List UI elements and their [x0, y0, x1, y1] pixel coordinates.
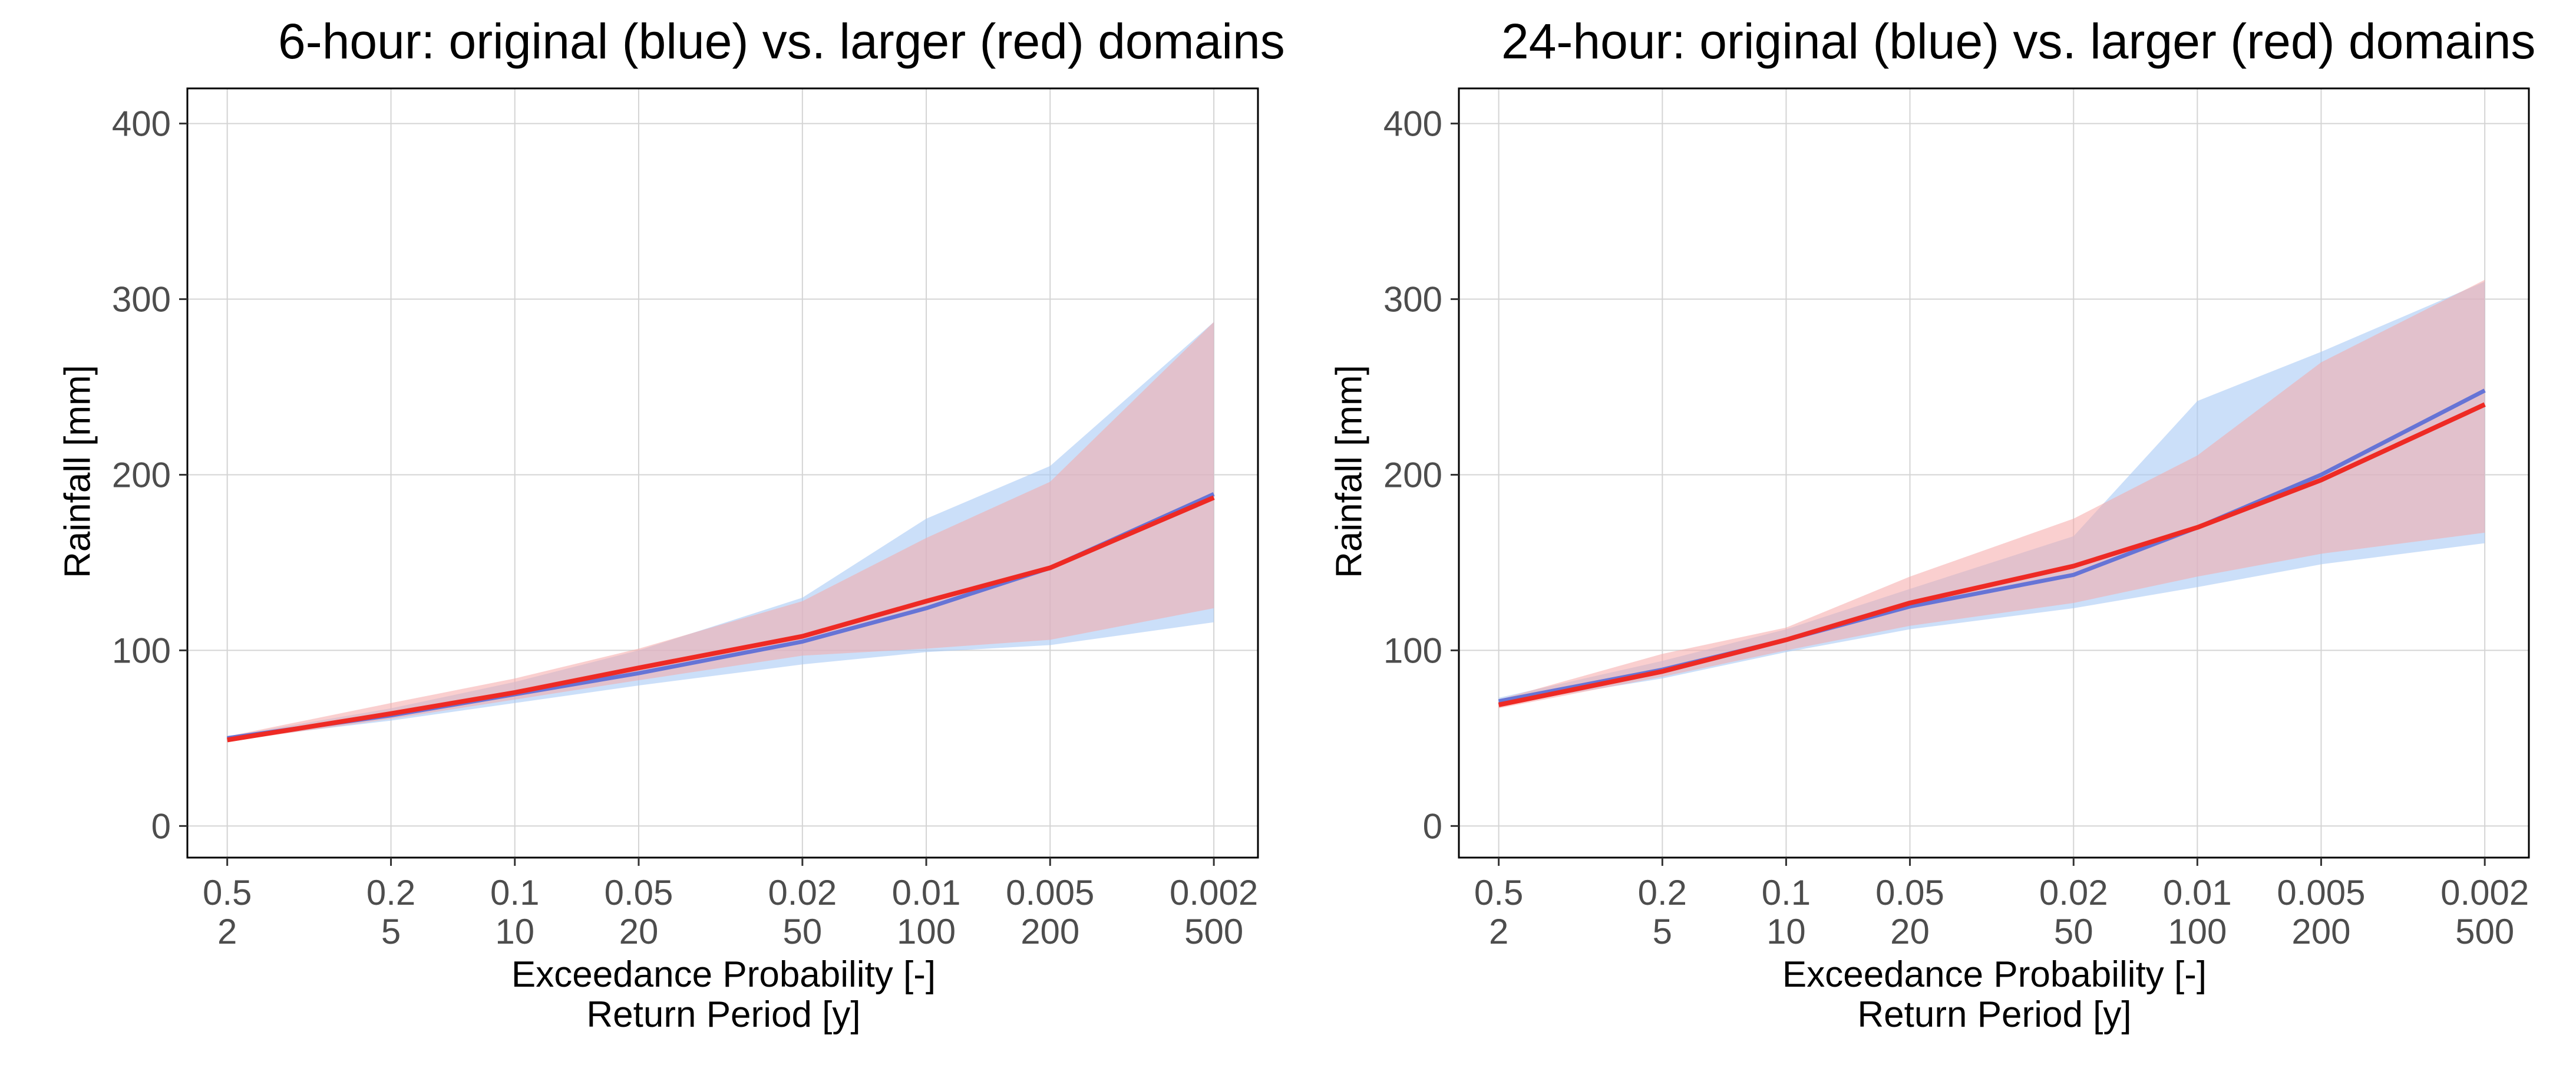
x-tick-label-return-period: 20 [619, 912, 659, 951]
x-tick-label-probability: 0.2 [366, 873, 415, 912]
y-axis-label: Rainfall [mm] [57, 365, 98, 578]
x-tick-label-probability: 0.005 [2277, 873, 2365, 912]
x-tick-label-probability: 0.002 [2440, 873, 2529, 912]
x-tick-label-return-period: 500 [1184, 912, 1243, 951]
x-axis-label-return-period: Return Period [y] [586, 994, 861, 1035]
y-tick-label: 300 [112, 280, 171, 319]
x-tick-label-probability: 0.01 [892, 873, 961, 912]
chart-title: 6-hour: original (blue) vs. larger (red)… [278, 14, 1285, 69]
x-axis-label-return-period: Return Period [y] [1857, 994, 2132, 1035]
y-tick-label: 400 [1383, 104, 1442, 144]
y-tick-label: 0 [151, 806, 171, 846]
chart-panel-24hour: 0 100 200 300 400 0.5 2 0.2 5 0.1 10 0.05 20 0.02 50 0.… [1288, 0, 2576, 1091]
x-tick-label-return-period: 20 [1890, 912, 1930, 951]
y-tick-label: 100 [1383, 631, 1442, 670]
x-axis-label-probability: Exceedance Probability [-] [1782, 954, 2207, 995]
y-tick-label: 200 [1383, 455, 1442, 495]
chart-panel-6hour: 0 100 200 300 400 0.5 2 0.2 5 0.1 10 0.05 20 0.02 50 0.… [57, 14, 1285, 1035]
x-tick-label-return-period: 200 [2291, 912, 2350, 951]
y-tick-label: 200 [112, 455, 171, 495]
x-tick-label-probability: 0.01 [2163, 873, 2232, 912]
y-tick-label: 0 [1423, 806, 1442, 846]
x-tick-label-return-period: 10 [495, 912, 534, 951]
x-tick-label-probability: 0.005 [1006, 873, 1094, 912]
x-tick-label-probability: 0.5 [1474, 873, 1523, 912]
red-uncertainty-band [227, 322, 1214, 742]
y-tick-label: 100 [112, 631, 171, 670]
x-tick-label-return-period: 200 [1021, 912, 1079, 951]
x-tick-label-probability: 0.05 [1875, 873, 1944, 912]
x-axis-label-probability: Exceedance Probability [-] [511, 954, 936, 995]
x-tick-label-return-period: 2 [1489, 912, 1508, 951]
x-tick-label-probability: 0.1 [490, 873, 539, 912]
y-axis-label: Rainfall [mm] [1329, 365, 1370, 578]
x-tick-label-probability: 0.5 [203, 873, 252, 912]
y-tick-label: 300 [1383, 280, 1442, 319]
red-series-line [1498, 402, 2486, 707]
x-tick-label-return-period: 2 [217, 912, 237, 951]
x-tick-label-return-period: 500 [2455, 912, 2514, 951]
y-tick-label: 400 [112, 104, 171, 144]
x-tick-label-return-period: 100 [897, 912, 956, 951]
plot-frame [186, 87, 1259, 859]
red-series-line [227, 495, 1215, 743]
x-tick-label-return-period: 5 [381, 912, 401, 951]
x-tick-label-return-period: 10 [1766, 912, 1806, 951]
x-tick-label-return-period: 5 [1653, 912, 1672, 951]
x-tick-label-probability: 0.02 [2039, 873, 2108, 912]
x-tick-label-return-period: 50 [782, 912, 822, 951]
x-tick-label-probability: 0.02 [768, 873, 837, 912]
blue-uncertainty-band [1498, 281, 2485, 705]
red-uncertainty-band [1498, 279, 2485, 708]
plot-frame [1458, 87, 2530, 859]
x-tick-label-probability: 0.05 [605, 873, 673, 912]
x-tick-label-probability: 0.1 [1762, 873, 1811, 912]
x-tick-label-probability: 0.2 [1638, 873, 1687, 912]
x-tick-label-probability: 0.002 [1170, 873, 1258, 912]
chart-title: 24-hour: original (blue) vs. larger (red… [1501, 14, 2536, 69]
x-tick-label-return-period: 100 [2168, 912, 2227, 951]
x-tick-label-return-period: 50 [2054, 912, 2093, 951]
